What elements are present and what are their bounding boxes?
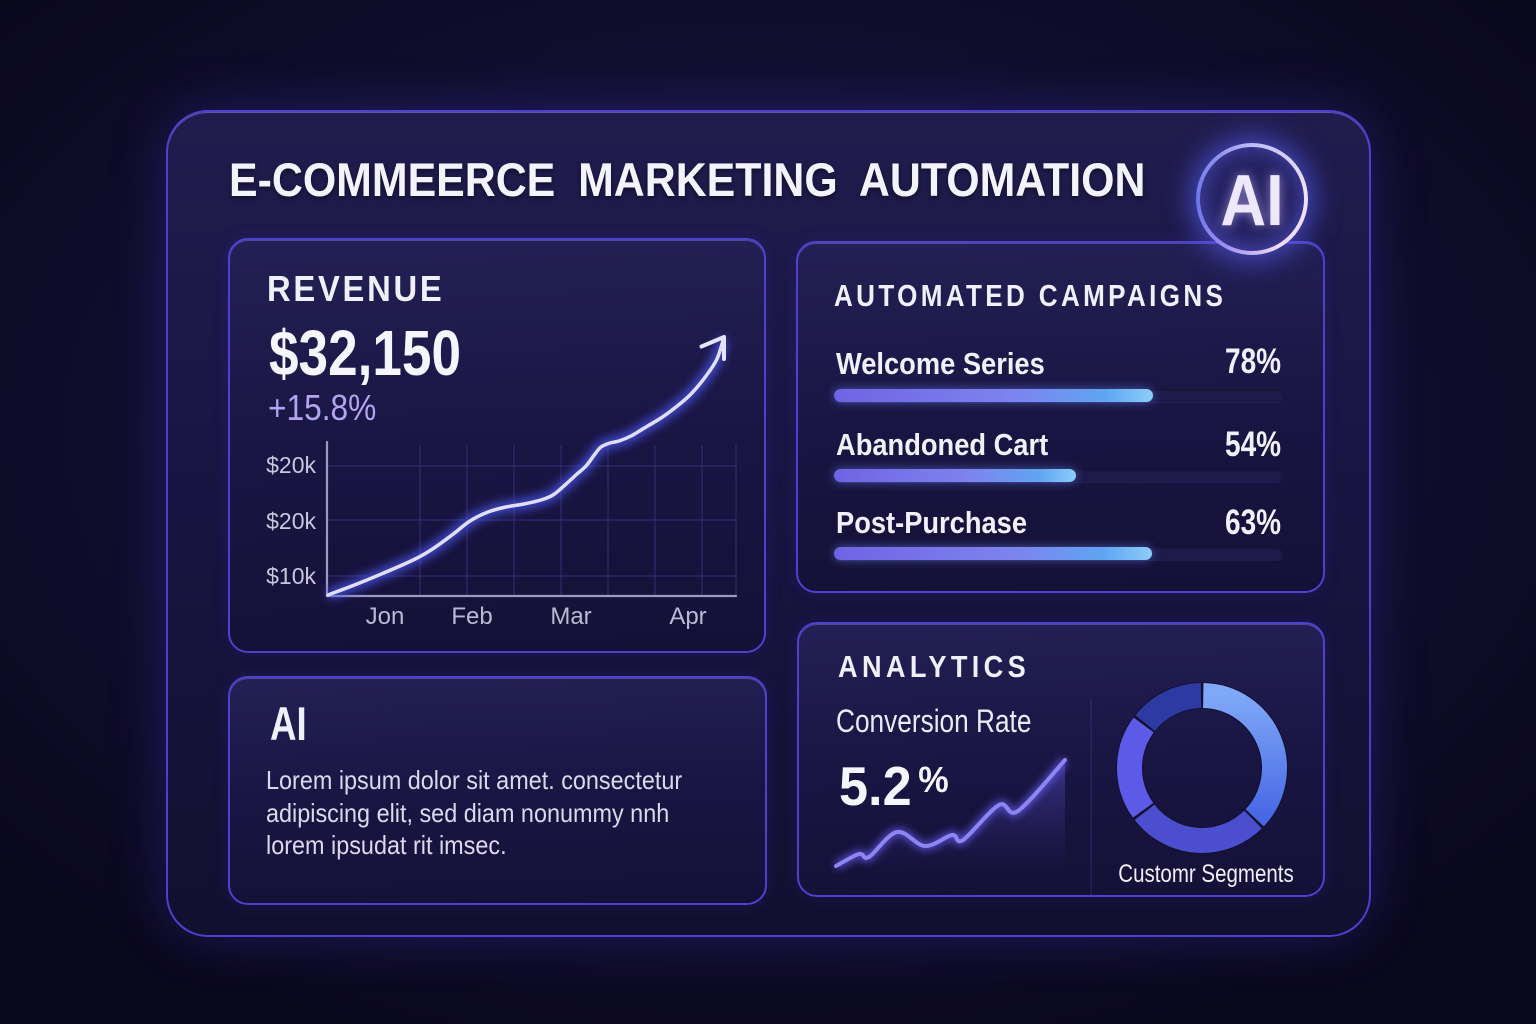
svg-text:$10k: $10k [266,563,316,589]
svg-text:Apr: Apr [669,603,706,630]
svg-text:Mar: Mar [550,603,591,630]
svg-text:$20k: $20k [266,452,316,478]
svg-text:Feb: Feb [451,603,492,630]
svg-text:Jon: Jon [366,603,405,630]
svg-text:$20k: $20k [266,508,316,534]
